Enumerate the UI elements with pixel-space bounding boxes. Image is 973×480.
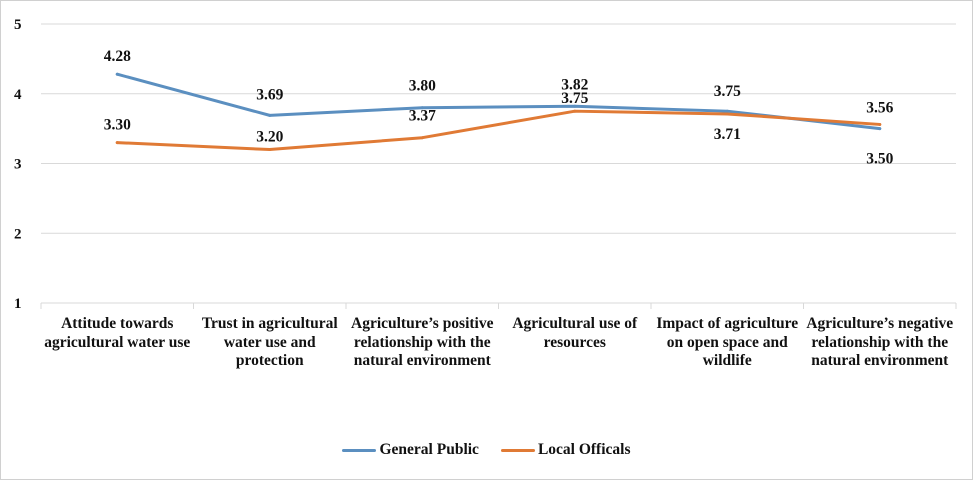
legend: General Public Local Officals (1, 441, 972, 459)
legend-swatch (342, 448, 377, 452)
legend-item-general-public: General Public (342, 441, 479, 459)
legend-item-local-officals: Local Officals (500, 441, 631, 459)
x-tick-label: Agriculture’s negative relationship with… (806, 315, 954, 369)
y-tick-label: 5 (14, 17, 22, 33)
data-point (878, 122, 882, 126)
data-point (573, 109, 577, 113)
data-point (878, 127, 882, 131)
x-tick-label: Impact of agriculture on open space and … (656, 315, 799, 369)
series-line-0 (115, 72, 882, 131)
x-tick-label: Trust in agricultural water use and prot… (201, 315, 338, 369)
y-tick-label: 1 (14, 296, 22, 312)
legend-label: Local Officals (537, 441, 631, 458)
data-label: 3.75 (561, 90, 588, 107)
data-label: 4.28 (104, 48, 131, 65)
data-point (115, 72, 119, 76)
data-label: 3.56 (866, 99, 893, 116)
data-point (725, 109, 729, 113)
data-label: 3.69 (256, 86, 283, 103)
data-label: 3.37 (409, 108, 436, 125)
x-tick-label: Attitude towards agricultural water use (44, 315, 191, 351)
data-label: 3.50 (866, 151, 893, 168)
data-label: 3.80 (409, 78, 436, 95)
y-tick-label: 2 (14, 226, 22, 242)
legend-label: General Public (379, 441, 479, 458)
data-point (115, 141, 119, 145)
data-label: 3.30 (104, 117, 131, 134)
y-tick-label: 4 (14, 87, 22, 103)
series-line-1 (115, 109, 882, 152)
data-label: 3.75 (714, 83, 741, 100)
data-point (725, 112, 729, 116)
data-point (420, 106, 424, 110)
x-tick-label: Agricultural use of resources (512, 315, 638, 351)
data-point (573, 104, 577, 108)
data-point (420, 136, 424, 140)
data-label: 3.82 (561, 76, 588, 93)
data-label: 3.71 (714, 126, 741, 143)
y-tick-label: 3 (14, 157, 22, 173)
data-point (268, 148, 272, 152)
data-point (268, 113, 272, 117)
data-label: 3.20 (256, 129, 283, 146)
legend-swatch (500, 448, 535, 452)
x-tick-label: Agriculture’s positive relationship with… (351, 315, 494, 369)
